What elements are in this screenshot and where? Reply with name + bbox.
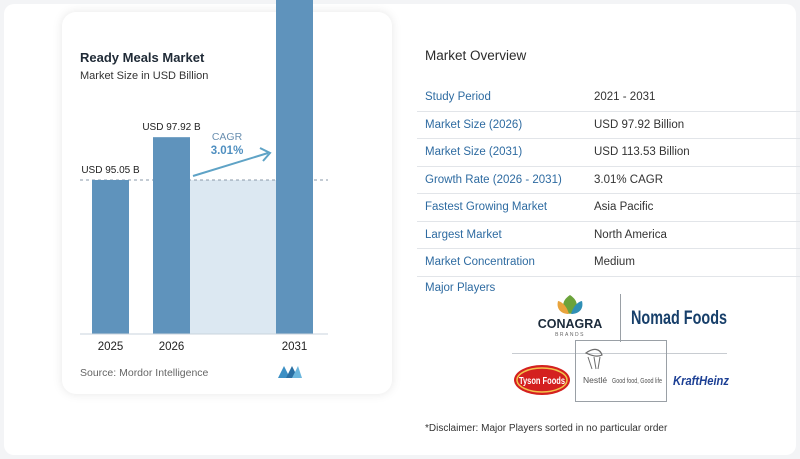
svg-text:Nomad Foods: Nomad Foods bbox=[631, 308, 727, 329]
logo-divider bbox=[575, 340, 576, 402]
overview-row: Market Concentration Medium bbox=[417, 249, 800, 277]
row-key: Growth Rate (2026 - 2031) bbox=[425, 173, 562, 186]
cagr-band bbox=[190, 180, 276, 334]
overview-row: Market Size (2026) USD 97.92 Billion bbox=[417, 112, 800, 139]
mordor-logo-icon bbox=[278, 366, 302, 378]
x-tick-2031: 2031 bbox=[282, 341, 308, 353]
row-key: Market Size (2031) bbox=[425, 146, 523, 158]
cagr-annotation: CAGR 3.01% bbox=[192, 131, 272, 177]
logo-divider bbox=[620, 294, 621, 342]
row-value: 3.01% CAGR bbox=[594, 173, 664, 186]
svg-text:Good food, Good life: Good food, Good life bbox=[612, 378, 662, 385]
svg-text:Nestlé: Nestlé bbox=[583, 375, 607, 385]
disclaimer: *Disclaimer: Major Players sorted in no … bbox=[425, 423, 668, 434]
row-value: USD 113.53 Billion bbox=[594, 146, 690, 158]
row-value: 2021 - 2031 bbox=[594, 91, 656, 103]
overview-row: Growth Rate (2026 - 2031) 3.01% CAGR bbox=[417, 167, 800, 194]
overview-row: Fastest Growing Market Asia Pacific bbox=[417, 194, 800, 222]
svg-text:Tyson Foods: Tyson Foods bbox=[519, 376, 565, 387]
logo-divider bbox=[575, 340, 667, 341]
row-value: Asia Pacific bbox=[594, 201, 654, 213]
overview-row: Study Period 2021 - 2031 bbox=[417, 84, 800, 112]
svg-text:CONAGRA: CONAGRA bbox=[538, 317, 603, 331]
nomad-foods-logo: Nomad Foods bbox=[631, 308, 727, 329]
overview-row: Market Size (2031) USD 113.53 Billion bbox=[417, 139, 800, 167]
major-players-label: Major Players bbox=[425, 282, 496, 294]
bar-2026 bbox=[153, 137, 190, 334]
chart-subtitle: Market Size in USD Billion bbox=[80, 70, 209, 82]
row-key: Market Concentration bbox=[425, 256, 535, 268]
x-tick-2025: 2025 bbox=[98, 341, 124, 353]
nestle-logo: Nestlé Good food, Good life bbox=[583, 348, 662, 385]
row-value: USD 97.92 Billion bbox=[594, 118, 685, 131]
svg-text:BRANDS: BRANDS bbox=[555, 332, 585, 338]
x-tick-2026: 2026 bbox=[159, 341, 185, 353]
cagr-label: CAGR bbox=[212, 131, 243, 143]
row-key: Market Size (2026) bbox=[425, 118, 523, 131]
conagra-logo: CONAGRA BRANDS bbox=[538, 295, 603, 338]
bar-2025 bbox=[92, 180, 129, 334]
row-key: Fastest Growing Market bbox=[425, 201, 548, 213]
tyson-foods-logo: Tyson Foods bbox=[514, 365, 570, 395]
kraft-heinz-logo: KraftHeinz bbox=[673, 373, 729, 388]
overview-title: Market Overview bbox=[425, 48, 527, 63]
logo-divider bbox=[575, 401, 667, 402]
svg-text:KraftHeinz: KraftHeinz bbox=[673, 373, 729, 388]
chart-title: Ready Meals Market bbox=[80, 50, 205, 65]
logo-divider bbox=[512, 353, 727, 354]
logo-divider bbox=[666, 340, 667, 402]
row-value: Medium bbox=[594, 256, 635, 268]
overview-row: Largest Market North America bbox=[417, 222, 800, 249]
row-key: Largest Market bbox=[425, 228, 502, 241]
cagr-value: 3.01% bbox=[211, 145, 244, 157]
overview-table: Study Period 2021 - 2031 Market Size (202… bbox=[417, 84, 800, 277]
data-label-2025: USD 95.05 B bbox=[81, 165, 140, 176]
cagr-arrow bbox=[192, 152, 269, 177]
source-text: Source: Mordor Intelligence bbox=[80, 367, 209, 379]
row-key: Study Period bbox=[425, 91, 491, 103]
cagr-arrow-head bbox=[259, 147, 272, 162]
row-value: North America bbox=[594, 228, 667, 241]
data-label-2026: USD 97.92 B bbox=[142, 122, 201, 133]
source-note: Source: Mordor Intelligence bbox=[80, 366, 302, 379]
bar-2031 bbox=[276, 0, 313, 335]
